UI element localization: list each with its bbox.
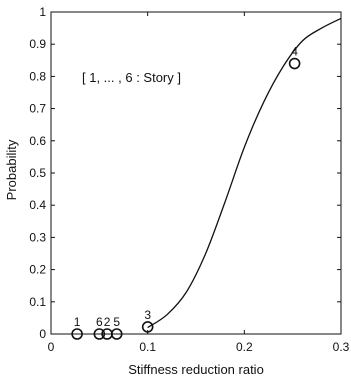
x-tick-label: 0.3 — [333, 340, 350, 354]
story-label-6: 6 — [96, 315, 103, 329]
story-annotation: [ 1, ... , 6 : Story ] — [82, 70, 181, 85]
story-label-2: 2 — [104, 315, 111, 329]
y-tick-label: 0.7 — [29, 102, 46, 116]
y-tick-label: 0.9 — [29, 37, 46, 51]
y-tick-label: 0.6 — [29, 134, 46, 148]
x-tick-label: 0.1 — [139, 340, 156, 354]
y-tick-label: 0.3 — [29, 230, 46, 244]
story-label-5: 5 — [113, 315, 120, 329]
story-marker-6 — [93, 328, 106, 340]
y-tick-label: 0.5 — [29, 166, 46, 180]
y-tick-label: 0.8 — [29, 69, 46, 83]
y-axis-label: Probability — [4, 139, 19, 200]
x-axis-label: Stiffness reduction ratio — [128, 362, 264, 377]
story-marker-5 — [110, 328, 123, 340]
cdf-line — [147, 17, 342, 329]
x-tick-label: 0 — [48, 340, 55, 354]
y-tick-label: 0.4 — [29, 198, 46, 212]
y-tick-label: 0.2 — [29, 263, 46, 277]
x-tick-label: 0.2 — [236, 340, 253, 354]
story-label-1: 1 — [74, 315, 81, 329]
story-label-3: 3 — [144, 308, 151, 322]
y-tick-label: 0 — [39, 327, 46, 341]
story-marker-4 — [288, 57, 301, 70]
y-tick-label: 1 — [39, 5, 46, 19]
story-markers: 1 6 2 5 3 4 — [71, 45, 301, 340]
story-label-4: 4 — [291, 45, 298, 59]
ticks: 0 0.1 0.2 0.3 0 0.1 0.2 0.3 0.4 0.5 0.6 0.7 0.8 0.9 1 — [29, 5, 349, 354]
story-marker-3 — [141, 321, 154, 333]
story-marker-1 — [71, 328, 83, 340]
probability-curve — [147, 17, 342, 329]
y-tick-label: 0.1 — [29, 295, 46, 309]
